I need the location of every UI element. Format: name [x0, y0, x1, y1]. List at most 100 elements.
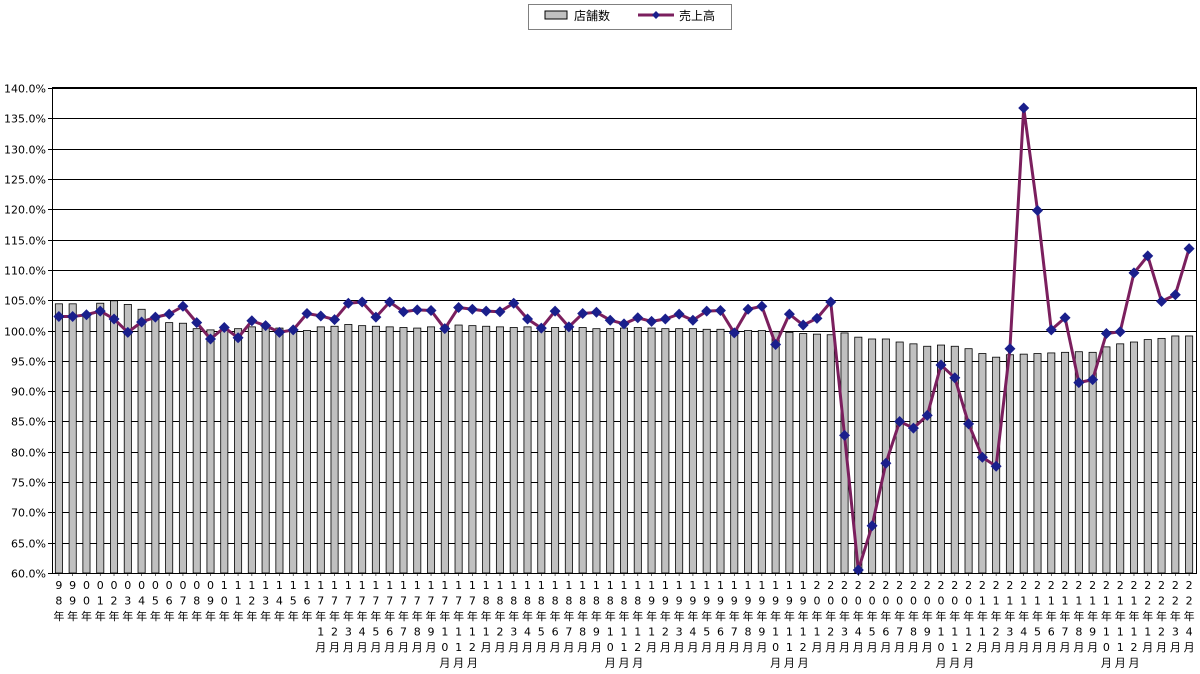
x-category-label: 0	[124, 579, 131, 592]
y-tick-label: 70.0%	[11, 507, 46, 520]
y-tick-label: 60.0%	[11, 568, 46, 581]
sales-marker	[728, 327, 740, 339]
x-category-label: 2	[855, 579, 862, 592]
x-category-label: 8	[538, 595, 545, 608]
x-category-label: 0	[179, 579, 186, 592]
bar-store-count	[110, 300, 119, 574]
bar-store-count	[289, 328, 298, 574]
x-category-label: 1	[786, 579, 793, 592]
sales-marker	[370, 311, 382, 323]
bar-store-count	[123, 304, 132, 574]
x-category-label: 2	[1006, 579, 1013, 592]
sales-marker	[1059, 312, 1071, 324]
x-category-label: 1	[524, 579, 531, 592]
x-category-label: 8	[910, 626, 917, 639]
x-category-label: 1	[634, 626, 641, 639]
x-category-label: 月	[963, 657, 974, 670]
x-category-label: 月	[756, 641, 767, 654]
sales-marker	[963, 418, 975, 430]
x-category-label: 年	[977, 609, 988, 623]
x-category-label: 年	[1032, 609, 1043, 623]
x-category-label: 月	[398, 641, 409, 654]
x-category-label: 1	[938, 626, 945, 639]
bar-store-count	[151, 317, 160, 574]
x-category-label: 1	[317, 626, 324, 639]
sales-marker	[811, 312, 823, 324]
x-category-label: 年	[1170, 609, 1181, 623]
x-category-label: 月	[839, 641, 850, 654]
x-category-label: 0	[83, 595, 90, 608]
x-category-label: 1	[662, 579, 669, 592]
x-category-label: 1	[1103, 595, 1110, 608]
x-category-label: 9	[593, 626, 600, 639]
line-markers	[53, 102, 1195, 576]
x-category-label: 3	[124, 595, 131, 608]
sales-marker	[894, 415, 906, 427]
x-category-label: 月	[1032, 641, 1043, 654]
x-category-label: 1	[800, 579, 807, 592]
legend-bar-swatch	[544, 10, 568, 20]
bar-store-count	[1033, 353, 1042, 574]
x-category-label: 2	[662, 626, 669, 639]
x-category-label: 月	[853, 641, 864, 654]
x-category-label: 月	[508, 641, 519, 654]
x-category-label: 年	[136, 609, 147, 623]
x-category-label: 年	[536, 609, 547, 623]
x-category-label: 年	[274, 609, 285, 623]
x-category-label: 2	[1158, 595, 1165, 608]
legend-line-label: 売上高	[679, 8, 715, 23]
sales-marker	[1087, 374, 1099, 386]
sales-marker	[1169, 289, 1181, 301]
x-category-label: 月	[660, 641, 671, 654]
bar-store-count	[1129, 341, 1138, 574]
x-category-label: 8	[579, 595, 586, 608]
bar-store-count	[730, 329, 739, 574]
x-category-label: 5	[152, 595, 159, 608]
x-category-label: 年	[1128, 609, 1139, 623]
x-category-label: 0	[951, 595, 958, 608]
x-category-label: 9	[745, 595, 752, 608]
x-category-label: 1	[607, 626, 614, 639]
bar-store-count	[302, 330, 311, 574]
sales-marker	[342, 297, 354, 309]
x-category-label: 年	[398, 609, 409, 623]
x-category-label: 9	[1089, 626, 1096, 639]
x-category-label: 月	[467, 657, 478, 670]
x-category-label: 1	[345, 579, 352, 592]
x-category-label: 月	[494, 641, 505, 654]
x-category-label: 年	[784, 609, 795, 623]
sales-marker	[577, 308, 589, 320]
x-category-label: 月	[674, 641, 685, 654]
x-category-label: 1	[235, 595, 242, 608]
x-category-label: 月	[1115, 657, 1126, 670]
x-category-label: 7	[400, 595, 407, 608]
x-category-label: 1	[372, 579, 379, 592]
x-category-label: 2	[1075, 579, 1082, 592]
x-category-label: 1	[648, 626, 655, 639]
x-category-label: 6	[1048, 626, 1055, 639]
x-category-label: 7	[1062, 626, 1069, 639]
x-category-label: 月	[536, 641, 547, 654]
bar-store-count	[247, 326, 256, 574]
sales-marker	[425, 304, 437, 316]
x-category-label: 年	[908, 609, 919, 623]
x-category-label: 7	[317, 595, 324, 608]
sales-marker	[260, 320, 272, 332]
x-category-label: 年	[205, 609, 216, 623]
x-category-label: 9	[786, 595, 793, 608]
x-category-label: 1	[676, 579, 683, 592]
x-category-label: 年	[1004, 609, 1015, 623]
x-category-label: 年	[481, 609, 492, 623]
x-category-label: 1	[993, 595, 1000, 608]
x-category-label: 2	[496, 626, 503, 639]
x-category-label: 0	[869, 595, 876, 608]
x-category-label: 年	[646, 609, 657, 623]
x-category-label: 1	[621, 579, 628, 592]
x-category-label: 1	[235, 579, 242, 592]
sales-marker	[205, 333, 217, 345]
x-category-label: 8	[55, 595, 62, 608]
x-category-label: 1	[772, 626, 779, 639]
x-category-label: 7	[428, 595, 435, 608]
sales-marker	[1114, 326, 1126, 338]
sales-marker	[411, 304, 423, 316]
